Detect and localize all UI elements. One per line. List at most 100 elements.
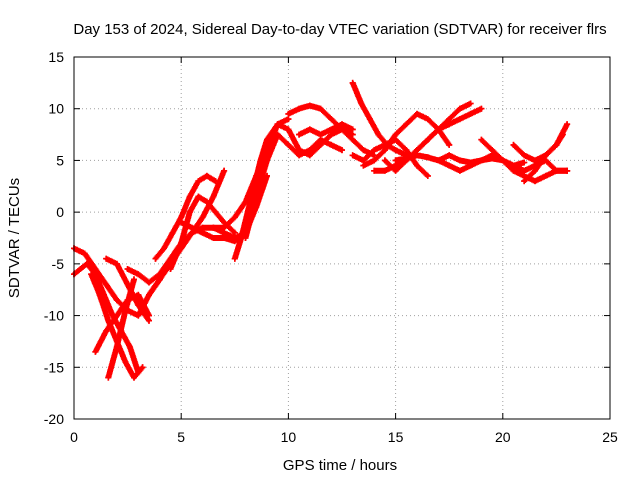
axis-ticks: 0 5 10 15 20 25 -20 -15 -10 -5 0 5 10 15 — [44, 49, 618, 445]
data-point — [456, 105, 463, 112]
series-track-15 — [264, 121, 356, 159]
data-point — [169, 229, 176, 236]
data-point — [553, 167, 560, 174]
data-point — [424, 172, 431, 179]
series-track-27 — [521, 131, 566, 185]
x-tick-label: 10 — [281, 429, 297, 445]
data-point — [146, 291, 152, 298]
data-point — [178, 240, 185, 247]
data-point — [328, 126, 335, 133]
y-tick-label: 15 — [48, 49, 64, 65]
data-point — [113, 312, 120, 319]
x-axis-label: GPS time / hours — [283, 457, 397, 474]
data-point — [371, 157, 378, 164]
data-point — [392, 157, 399, 164]
series-track-6 — [105, 276, 137, 381]
data-point — [467, 110, 474, 117]
data-point — [392, 167, 399, 174]
data-point — [381, 167, 388, 174]
x-tick-label: 5 — [177, 429, 185, 445]
data-point — [285, 110, 292, 117]
data-point — [381, 157, 388, 164]
data-point — [146, 279, 152, 286]
data-point — [349, 79, 356, 86]
data-point — [231, 229, 238, 236]
data-point — [156, 276, 163, 283]
data-point — [559, 131, 566, 138]
data-point — [349, 126, 356, 133]
data-point — [328, 141, 335, 148]
data-point — [81, 250, 88, 257]
plot-border — [73, 56, 611, 420]
data-series — [71, 79, 571, 381]
data-point — [83, 260, 90, 267]
data-point — [274, 121, 281, 128]
data-point — [210, 235, 217, 241]
data-point — [199, 229, 206, 236]
series-track-20 — [360, 110, 453, 169]
data-point — [124, 281, 131, 288]
data-point — [456, 157, 463, 164]
data-point — [199, 224, 206, 231]
data-point — [328, 116, 335, 123]
y-tick-label: -15 — [44, 359, 64, 375]
data-point — [210, 193, 217, 200]
data-point — [414, 110, 420, 117]
data-point — [532, 178, 538, 185]
data-point — [274, 131, 281, 138]
data-point — [306, 126, 313, 133]
data-point — [124, 266, 131, 272]
y-tick-label: 0 — [56, 204, 64, 220]
data-point — [392, 147, 399, 154]
data-point — [360, 162, 367, 169]
data-point — [381, 147, 388, 154]
data-point — [96, 291, 103, 298]
data-point — [92, 348, 99, 355]
data-point — [392, 131, 399, 138]
data-point — [203, 198, 210, 205]
y-tick-label: 10 — [48, 101, 64, 117]
data-point — [489, 147, 496, 154]
x-tick-label: 20 — [495, 429, 511, 445]
data-point — [446, 152, 453, 159]
data-point — [257, 157, 264, 164]
data-point — [105, 374, 112, 381]
data-point — [403, 155, 410, 162]
data-point — [339, 126, 345, 133]
data-point — [264, 157, 270, 164]
data-point — [285, 116, 292, 123]
data-point — [231, 255, 238, 262]
data-point — [131, 374, 137, 381]
data-point — [146, 317, 152, 324]
data-point — [203, 172, 210, 179]
data-point — [195, 193, 202, 200]
data-point — [212, 209, 219, 216]
data-point — [135, 312, 142, 319]
data-point — [296, 131, 303, 138]
data-point — [532, 167, 538, 174]
series-track-9 — [152, 172, 219, 262]
data-point — [349, 136, 356, 143]
data-point — [264, 136, 270, 143]
data-point — [424, 116, 431, 123]
data-point — [478, 157, 485, 164]
data-point — [446, 116, 453, 123]
data-point — [296, 105, 303, 112]
data-point — [358, 100, 365, 107]
series-track-5 — [103, 255, 152, 324]
data-point — [446, 162, 453, 169]
data-point — [221, 224, 228, 231]
data-point — [212, 178, 219, 185]
data-point — [139, 364, 146, 371]
data-point — [178, 219, 185, 226]
data-point — [317, 141, 324, 148]
data-point — [510, 141, 517, 148]
data-point — [317, 131, 324, 138]
data-point — [113, 297, 120, 304]
data-point — [131, 276, 137, 283]
data-point — [553, 141, 560, 148]
data-point — [564, 167, 571, 174]
data-point — [186, 209, 193, 216]
data-point — [339, 147, 345, 154]
